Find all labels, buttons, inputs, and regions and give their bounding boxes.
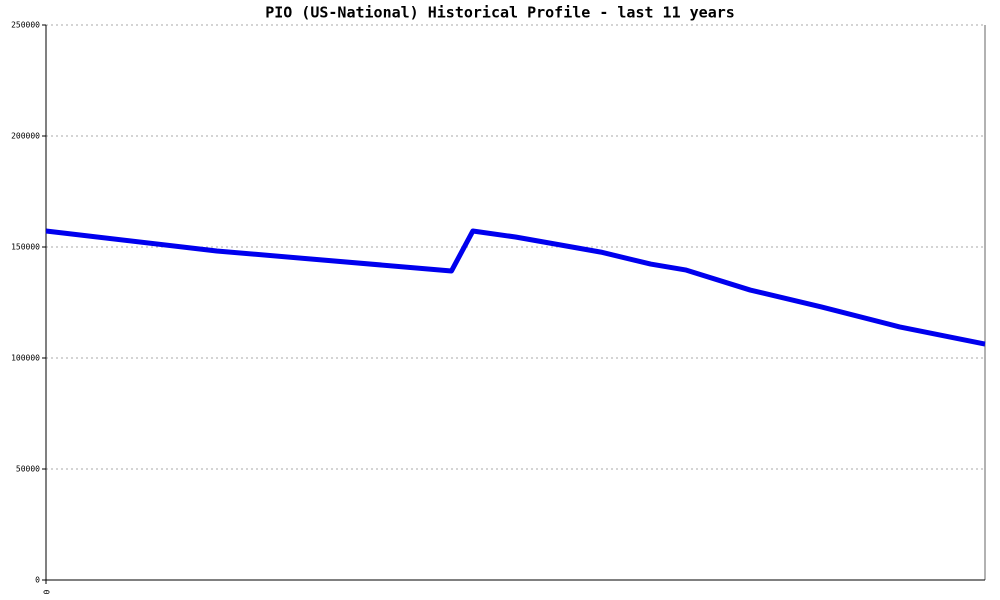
y-tick-label: 150000: [11, 243, 40, 252]
y-tick-label: 200000: [11, 132, 40, 141]
data-line: [45, 228, 986, 347]
y-tick-label: 250000: [11, 21, 40, 30]
chart-title: PIO (US-National) Historical Profile - l…: [265, 4, 735, 22]
y-tick-label: 100000: [11, 354, 40, 363]
x-tick-label: 0: [42, 590, 51, 595]
y-tick-label: 0: [35, 576, 40, 585]
y-tick-label: 50000: [16, 465, 40, 474]
